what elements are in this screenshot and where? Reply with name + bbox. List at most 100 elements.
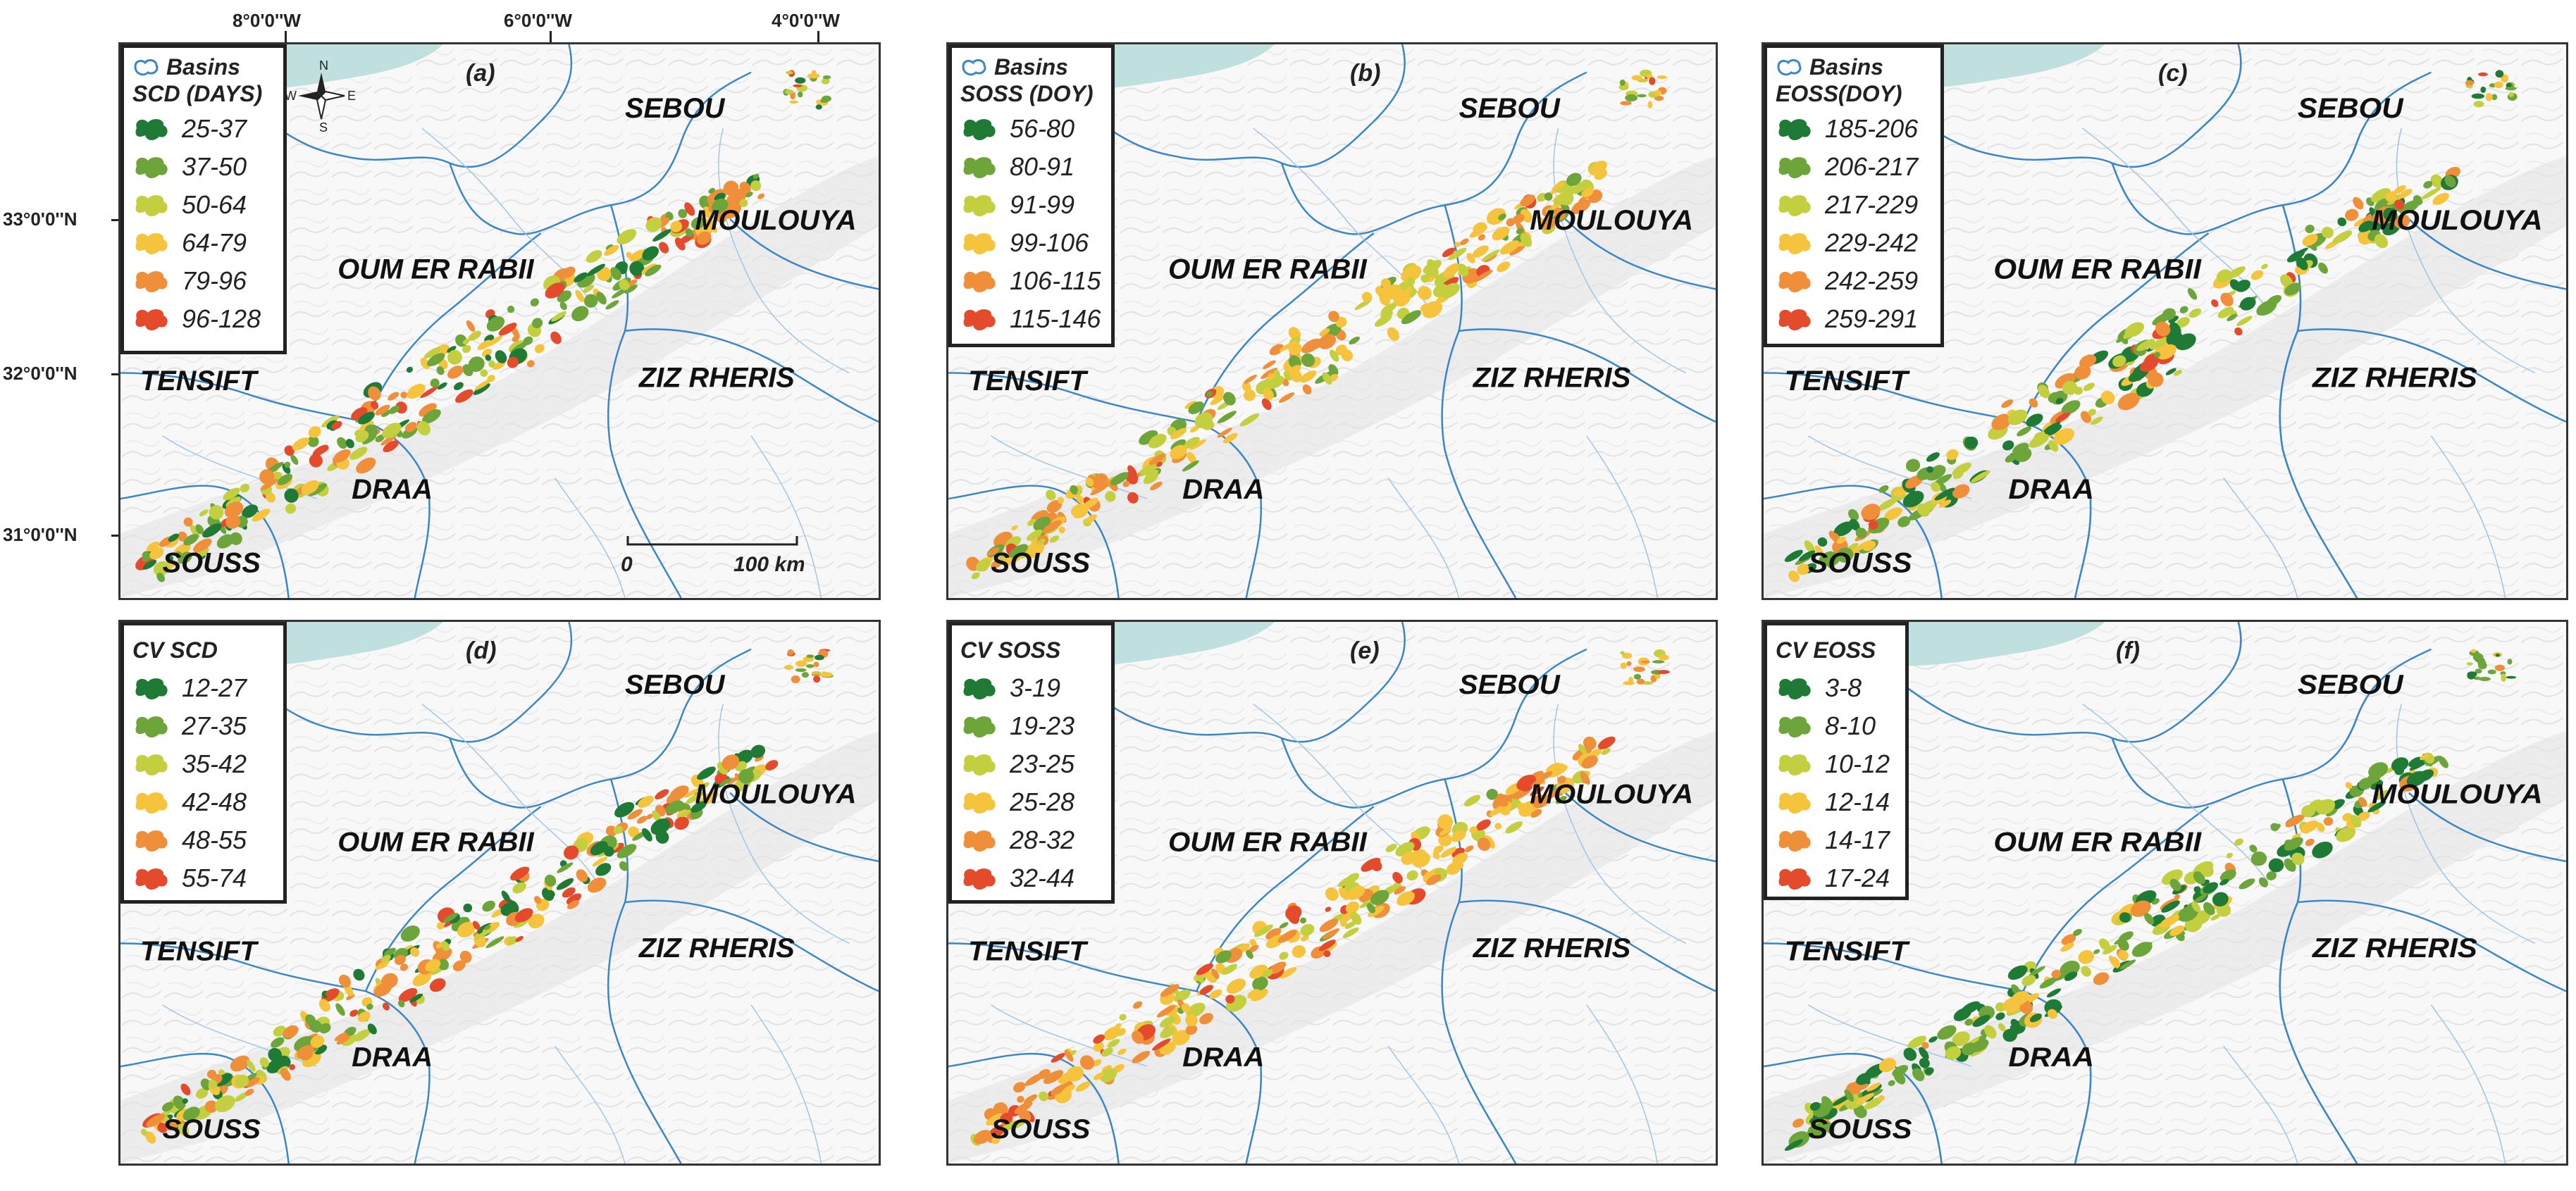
snow-patch	[1253, 968, 1268, 978]
snow-patch	[318, 999, 330, 1012]
snow-patch	[2471, 93, 2485, 99]
snow-patch	[566, 900, 580, 909]
legend-item: 8-10	[1776, 707, 1905, 745]
snow-patch	[1184, 400, 1197, 409]
snow-patch	[1934, 487, 1955, 501]
legend-item-label: 48-55	[182, 825, 247, 854]
snow-patch	[358, 411, 375, 425]
snow-patch	[1225, 994, 1235, 1004]
snow-patch	[1466, 253, 1475, 263]
snow-patch	[2227, 313, 2238, 321]
legend-swatch-icon	[963, 792, 996, 814]
legend-item-label: 37-50	[182, 152, 247, 181]
snow-patch	[447, 366, 464, 379]
snow-patch	[507, 305, 515, 313]
snow-patch	[2284, 837, 2303, 851]
snow-patch	[1654, 96, 1664, 101]
snow-patch	[462, 364, 473, 377]
snow-patch	[2285, 814, 2305, 828]
basin-label-souss: SOUSS	[1808, 547, 1912, 578]
snow-patch	[224, 501, 244, 518]
basin-label-ziz: ZIZ RHERIS	[1473, 363, 1631, 394]
snow-patch	[2250, 851, 2267, 866]
snow-patch	[1554, 207, 1566, 220]
snow-patch	[1337, 875, 1356, 887]
snow-patch	[182, 1098, 188, 1104]
legend-title: EOSS(DOY)	[1776, 81, 1902, 106]
snow-patch	[209, 505, 224, 520]
basin-label-tensift: TENSIFT	[140, 936, 259, 966]
snow-patch	[1440, 847, 1457, 858]
snow-patch	[2367, 801, 2386, 813]
snow-patch	[1926, 466, 1934, 473]
legend: CV SOSS 3-19 19-23 23-25 25-28 28-32 32-44	[948, 622, 1115, 904]
snow-patch	[2110, 956, 2121, 968]
snow-patch	[1064, 1049, 1074, 1062]
scale-zero: 0	[621, 553, 633, 576]
snow-patch	[308, 483, 328, 497]
snow-patch	[507, 936, 518, 945]
snow-patch	[1408, 277, 1416, 285]
snow-patch	[398, 987, 418, 1002]
snow-patch	[2487, 669, 2496, 675]
snow-patch	[2478, 676, 2491, 681]
snow-patch	[595, 863, 612, 876]
legend-item-label: 217-229	[1825, 190, 1919, 219]
snow-patch	[1628, 676, 1634, 683]
snow-patch	[477, 339, 492, 351]
snow-patch	[473, 383, 490, 395]
snow-patch	[1244, 389, 1256, 401]
snow-patch	[1517, 802, 1525, 811]
snow-patch	[2038, 385, 2050, 399]
snow-patch	[745, 192, 753, 198]
snow-patch	[1902, 490, 1924, 508]
panel-label: (c)	[2158, 60, 2188, 87]
snow-patch	[1836, 536, 1846, 544]
snow-patch	[695, 782, 710, 792]
snow-patch	[1939, 499, 1952, 508]
snow-patch	[1464, 845, 1474, 853]
panel-label: (d)	[466, 637, 497, 664]
legend-item-label: 25-28	[1010, 787, 1075, 816]
basin-label-tensift: TENSIFT	[968, 936, 1089, 966]
snow-patch	[1578, 744, 1587, 755]
snow-patch	[2358, 220, 2374, 232]
snow-patch	[357, 1011, 371, 1023]
snow-patch	[2470, 649, 2477, 654]
snow-patch	[1017, 1095, 1024, 1103]
basin-label-sebou: SEBOU	[625, 669, 726, 699]
snow-patch	[1084, 514, 1097, 524]
snow-patch	[1499, 240, 1520, 255]
legend-item: 91-99	[960, 186, 1111, 224]
snow-patch	[1246, 949, 1253, 959]
snow-patch	[1199, 1013, 1213, 1025]
snow-patch	[2117, 392, 2140, 411]
snow-patch	[2137, 942, 2153, 952]
snow-patch	[2312, 841, 2333, 859]
snow-patch	[252, 509, 271, 522]
snow-patch	[2169, 321, 2181, 336]
snow-patch	[566, 893, 582, 905]
snow-patch	[1897, 516, 1911, 528]
legend-basins-label: Basins	[994, 54, 1068, 80]
snow-patch	[1261, 398, 1272, 411]
legend: Basins SCD (DAYS) 25-37 37-50 50-64 64-79 79…	[120, 44, 287, 354]
snow-patch	[1473, 222, 1487, 235]
snow-patch	[1300, 917, 1307, 924]
snow-patch	[801, 672, 810, 678]
snow-patch	[1984, 1025, 1997, 1039]
snow-patch	[1329, 349, 1339, 362]
legend-item: 80-91	[960, 148, 1111, 186]
snow-patch	[1249, 939, 1257, 947]
snow-patch	[592, 856, 608, 867]
snow-patch	[2047, 1009, 2058, 1019]
snow-patch	[142, 559, 157, 570]
snow-patch	[182, 1106, 200, 1121]
snow-patch	[557, 862, 574, 873]
snow-patch	[1132, 1030, 1144, 1045]
snow-patch	[2174, 369, 2183, 376]
snow-patch	[1440, 282, 1460, 299]
snow-patch	[430, 378, 440, 388]
snow-patch	[1570, 180, 1590, 194]
basin-label-tensift: TENSIFT	[1784, 365, 1909, 397]
